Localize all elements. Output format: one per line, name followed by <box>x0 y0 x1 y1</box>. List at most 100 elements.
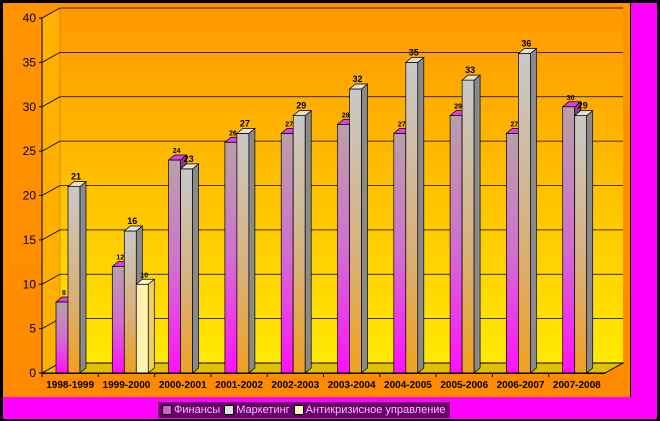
y-tick-label: 0 <box>29 366 36 380</box>
data-label-finance: 27 <box>398 121 406 128</box>
bar-finance <box>337 124 350 374</box>
bar-top-marketing <box>573 110 594 116</box>
x-tick-label: 2001-2002 <box>215 380 263 391</box>
data-label-finance: 29 <box>454 104 462 111</box>
data-label-finance: 28 <box>342 113 350 120</box>
legend-label-finance: Финансы <box>174 404 221 416</box>
y-tick-label: 40 <box>23 11 37 25</box>
data-label-finance: 27 <box>511 121 519 128</box>
data-label-marketing: 23 <box>184 154 194 164</box>
data-label-marketing: 16 <box>127 216 137 226</box>
bar-finance <box>449 115 463 374</box>
y-tick-label: 35 <box>23 55 37 69</box>
gridline-side <box>41 52 61 63</box>
data-label-finance: 30 <box>567 95 575 102</box>
bar-finance <box>393 133 407 374</box>
data-label-marketing: 33 <box>465 65 475 75</box>
data-label-marketing: 29 <box>578 101 588 111</box>
bar-side-marketing <box>361 83 368 374</box>
legend-swatch-crisis <box>293 405 304 415</box>
data-label-marketing: 35 <box>409 47 419 57</box>
data-label-finance: 8 <box>62 290 66 297</box>
x-tick-label: 1998-1999 <box>46 380 94 391</box>
bar-side-marketing <box>248 127 256 374</box>
gridline-side <box>41 7 61 19</box>
legend-label-marketing: Маркетинг <box>236 404 290 416</box>
bar-side-marketing <box>79 180 87 374</box>
bar-side-crisis <box>147 278 155 374</box>
bar-top-crisis <box>135 278 156 285</box>
data-label-marketing: 27 <box>240 118 250 128</box>
data-label-marketing: 21 <box>71 172 81 182</box>
bar-finance <box>280 133 294 374</box>
bar-marketing <box>236 133 250 374</box>
legend-swatch-marketing <box>224 405 235 415</box>
bar-top-marketing <box>348 83 369 90</box>
legend-swatch-finance <box>162 405 172 415</box>
right-border <box>631 3 657 397</box>
bar-top-finance <box>561 101 582 108</box>
bar-top-marketing <box>404 57 425 63</box>
bar-finance <box>111 266 125 374</box>
y-tick-label: 30 <box>23 100 37 114</box>
bar-top-marketing <box>461 74 482 81</box>
plot-area: 0 5 10 15 20 25 30 35 40 1998-1999 8 21 1999-2000 12 1… <box>23 7 625 391</box>
data-label-crisis: 10 <box>140 272 148 279</box>
x-tick-label: 2002-2003 <box>271 380 319 391</box>
data-label-finance: 27 <box>285 121 293 128</box>
bar-top-marketing <box>123 225 144 232</box>
gridline-side <box>41 273 61 285</box>
bar-marketing <box>405 62 419 374</box>
legend-item-finance: Финансы <box>162 404 220 416</box>
x-tick-label: 2005-2006 <box>440 380 488 391</box>
bar-side-marketing <box>192 163 199 374</box>
y-tick-label: 25 <box>23 144 37 158</box>
data-label-marketing: 29 <box>296 101 306 111</box>
x-tick-label: 2004-2005 <box>384 380 432 391</box>
data-label-marketing: 32 <box>352 74 362 84</box>
bar-side-marketing <box>304 109 312 374</box>
legend-label-crisis: Антикризисное управление <box>305 404 446 416</box>
bar-marketing <box>123 230 137 374</box>
bar-finance <box>224 141 238 374</box>
bar-top-marketing <box>292 110 313 116</box>
data-label-finance: 12 <box>116 255 124 262</box>
bar-marketing <box>518 53 531 374</box>
y-tick-label: 10 <box>23 277 37 291</box>
legend-item-marketing: Маркетинг <box>224 404 290 416</box>
bar-side-marketing <box>586 109 594 374</box>
x-tick-label: 2006-2007 <box>497 380 545 391</box>
bar-marketing <box>461 79 475 374</box>
y-tick-label: 20 <box>23 189 37 203</box>
bar-side-marketing <box>417 56 425 374</box>
x-tick-label: 2000-2001 <box>159 380 207 391</box>
x-tick-label: 2003-2004 <box>328 380 376 391</box>
x-tick-label: 1999-2000 <box>103 380 151 391</box>
y-tick-label: 5 <box>29 322 36 336</box>
data-label-finance: 26 <box>229 130 237 137</box>
bar-marketing <box>349 88 362 374</box>
x-tick-label: 2007-2008 <box>553 380 601 391</box>
bar-marketing <box>292 115 306 374</box>
bar-top-marketing <box>67 181 87 187</box>
y-tick-label: 15 <box>23 233 37 247</box>
bar-finance <box>168 159 181 374</box>
bar-top-marketing <box>517 48 538 54</box>
legend: Финансы Маркетинг Антикризисное управлен… <box>158 402 450 418</box>
gridline-side <box>41 229 61 241</box>
bar-finance <box>562 106 576 374</box>
bar-marketing <box>180 168 193 374</box>
data-label-finance: 24 <box>173 148 181 155</box>
bar-top-marketing <box>179 163 200 170</box>
legend-item-crisis: Антикризисное управление <box>293 404 446 416</box>
bar-finance <box>506 133 519 374</box>
bar-top-marketing <box>235 128 256 134</box>
gridline-side <box>41 185 61 196</box>
bar-marketing <box>67 186 81 374</box>
bar-crisis <box>135 283 149 374</box>
bar-finance <box>55 301 69 374</box>
gridline-side <box>41 140 61 152</box>
bar-marketing <box>574 115 588 374</box>
bar-top-finance <box>167 154 188 161</box>
